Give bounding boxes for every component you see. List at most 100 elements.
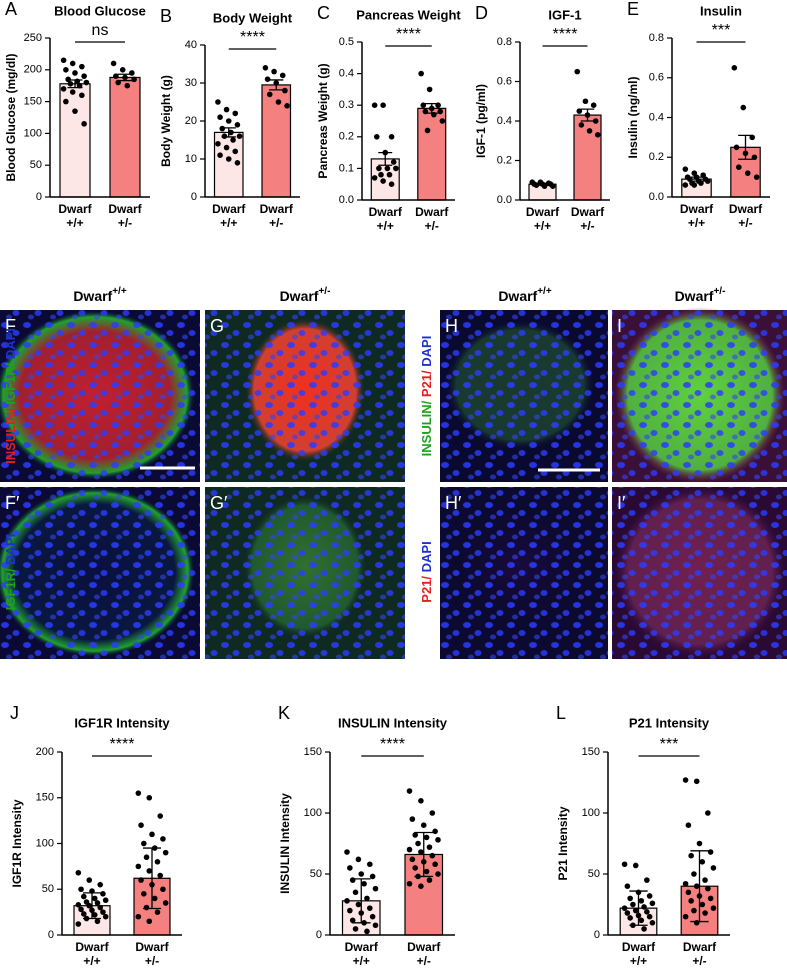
y-tick-label: 0.0 <box>497 194 512 206</box>
stain-name: P21/ <box>419 572 434 602</box>
data-point <box>129 70 135 76</box>
data-point <box>275 99 282 105</box>
data-point <box>279 72 286 79</box>
data-point <box>91 912 98 918</box>
data-point <box>432 861 438 868</box>
data-point <box>344 849 350 855</box>
micrograph-images <box>0 307 787 659</box>
data-point <box>437 108 444 115</box>
y-tick-label: 0 <box>48 929 54 941</box>
y-tick-label: 200 <box>36 746 54 758</box>
y-tick-label: 150 <box>24 96 42 108</box>
data-point <box>266 91 273 98</box>
y-tick-label: 0.4 <box>497 115 512 127</box>
data-point <box>364 928 370 935</box>
data-point <box>228 129 234 136</box>
y-axis-label: INSULIN Intensity <box>278 793 292 894</box>
data-point <box>682 182 689 188</box>
data-point <box>705 885 711 892</box>
data-point <box>79 92 85 99</box>
data-point <box>621 861 628 868</box>
stain-name: INSULIN/ <box>3 405 18 464</box>
y-tick-label: 0 <box>36 191 42 203</box>
significance-label: **** <box>240 29 265 46</box>
x-tick-label: Dwarf +/+ <box>622 940 655 968</box>
data-point <box>97 904 104 911</box>
data-point <box>699 901 706 908</box>
chart: E Insulin Insulin (ng/ml) 0.0 0.2 0.4 0.6 0.8 Dw… <box>626 0 770 230</box>
data-point <box>78 906 84 913</box>
stain-name: DAPI <box>419 336 434 367</box>
error-bar <box>424 102 439 114</box>
panel-label: K <box>278 703 290 723</box>
data-point <box>284 103 290 109</box>
data-point <box>390 159 397 165</box>
y-axis-label: Pancreas Weight (g) <box>316 63 330 178</box>
data-point <box>432 828 438 835</box>
chart: K INSULIN Intensity INSULIN Intensity 0 50 10… <box>278 703 455 968</box>
data-point <box>710 865 717 871</box>
stain-label: IGF1R/ DAPI <box>3 534 18 611</box>
data-point <box>91 895 98 902</box>
data-point <box>731 65 738 71</box>
y-tick-label: 50 <box>588 868 600 880</box>
data-point <box>753 174 760 180</box>
header-superscript: +/+ <box>537 286 552 297</box>
data-point <box>162 849 169 856</box>
data-point <box>78 886 84 893</box>
panel-label: L <box>556 703 566 723</box>
data-point <box>682 880 689 887</box>
data-point <box>624 910 631 916</box>
x-tick-label: Dwarf +/+ <box>369 205 402 233</box>
data-point <box>143 854 150 861</box>
error-bar <box>269 79 284 91</box>
significance-label: **** <box>110 736 135 753</box>
data-point <box>81 73 87 79</box>
data-point <box>94 918 101 925</box>
data-point <box>217 114 223 120</box>
x-tick-label: Dwarf +/- <box>415 205 448 233</box>
data-point <box>393 165 399 172</box>
y-tick-label: 100 <box>582 807 600 819</box>
micrograph <box>440 310 608 482</box>
column-header: Dwarf+/- <box>280 286 331 304</box>
y-tick-label: 0.4 <box>339 68 354 80</box>
stain-label: INSULIN/ IGF1R/ DAPI <box>3 328 18 464</box>
stain-label: INSULIN/ P21/ DAPI <box>419 336 434 457</box>
data-point <box>702 877 708 883</box>
data-point <box>649 920 656 926</box>
data-point <box>707 849 714 855</box>
x-tick-label: Dwarf +/- <box>729 202 762 230</box>
data-point <box>230 137 236 143</box>
column-header: Dwarf+/+ <box>73 286 127 304</box>
data-point <box>418 70 424 77</box>
data-point <box>367 861 373 868</box>
data-point <box>215 99 221 105</box>
data-point <box>154 909 161 915</box>
y-tick-label: 0.2 <box>649 151 664 163</box>
data-point <box>215 141 221 147</box>
data-point <box>162 900 169 906</box>
data-point <box>693 778 700 785</box>
panel-label: G′ <box>210 493 228 513</box>
y-tick-label: 100 <box>304 807 322 819</box>
significance-label: ns <box>92 22 109 39</box>
x-tick-label: Dwarf +/+ <box>345 940 378 968</box>
category-label: Dwarf +/- <box>135 940 169 968</box>
data-point <box>418 883 424 889</box>
error-bar <box>221 127 236 138</box>
data-point <box>160 886 166 893</box>
data-point <box>146 918 153 925</box>
y-tick-label: 50 <box>30 159 42 171</box>
data-point <box>733 144 740 151</box>
data-point <box>369 913 376 920</box>
data-point <box>81 121 87 127</box>
y-tick-label: 0.6 <box>649 72 664 84</box>
data-point <box>691 871 697 877</box>
x-tick-label: Dwarf +/+ <box>75 940 108 968</box>
data-point <box>682 913 689 920</box>
y-tick-label: 200 <box>24 64 42 76</box>
error-bar <box>414 831 434 878</box>
panel-label: C <box>317 3 330 23</box>
column-header: Dwarf+/- <box>675 286 726 304</box>
